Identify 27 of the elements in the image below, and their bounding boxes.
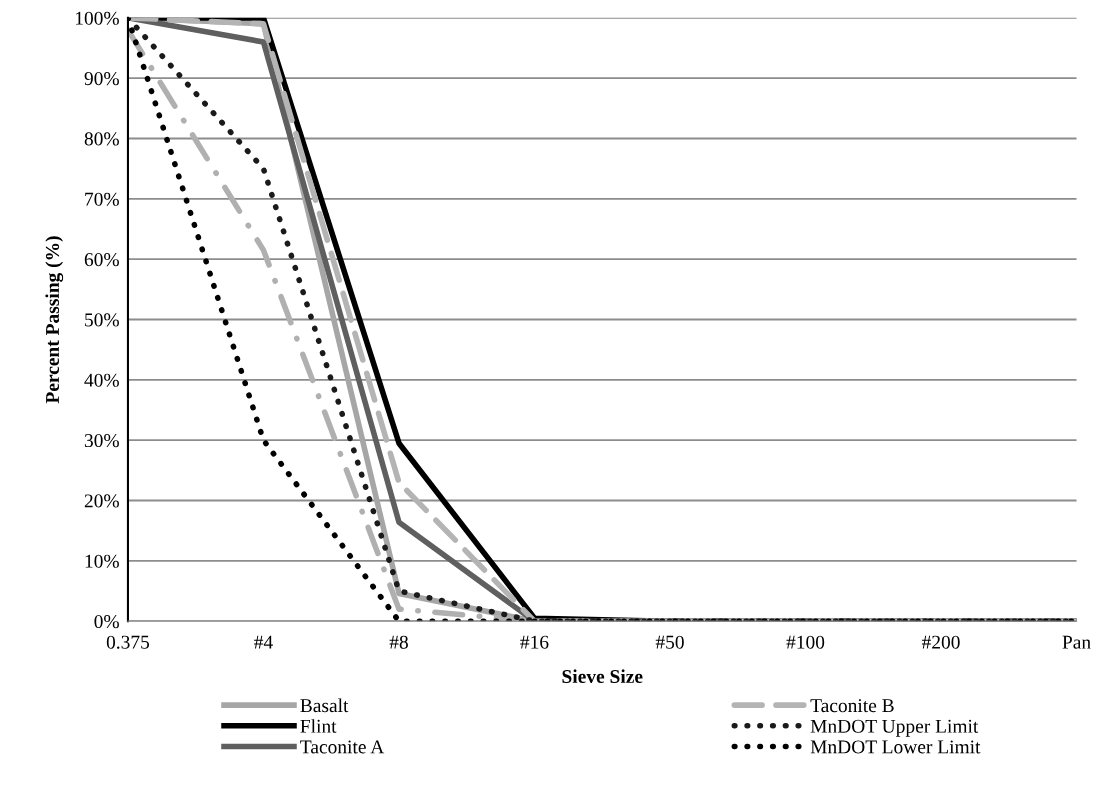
y-tick-label: 60% xyxy=(84,253,119,267)
legend-label: Taconite A xyxy=(300,740,385,754)
y-tick-label: 50% xyxy=(85,313,119,327)
y-tick-label: 20% xyxy=(84,494,119,508)
legend-label: Basalt xyxy=(300,698,349,713)
y-tick-label: 0% xyxy=(94,615,119,629)
x-tick-label: #50 xyxy=(655,635,684,649)
legend-label: Taconite B xyxy=(810,699,894,713)
y-tick-label: 40% xyxy=(84,373,119,387)
x-axis-title: Sieve Size xyxy=(562,669,643,684)
x-tick-label: #100 xyxy=(786,635,825,649)
y-tick-label: 100% xyxy=(75,11,119,25)
y-tick-label: 80% xyxy=(84,132,119,146)
legend-label: MnDOT Upper Limit xyxy=(810,719,979,737)
x-tick-label: #200 xyxy=(921,635,960,649)
x-tick-label: #4 xyxy=(254,635,273,649)
x-tick-label: 0.375 xyxy=(106,635,150,649)
legend-label: MnDOT Lower Limit xyxy=(810,740,981,754)
y-tick-label: 90% xyxy=(84,72,119,86)
y-tick-label: 70% xyxy=(85,192,119,206)
x-tick-label: #8 xyxy=(389,635,408,649)
legend-label: Flint xyxy=(300,719,337,733)
y-tick-label: 30% xyxy=(84,434,119,448)
x-tick-label: #16 xyxy=(520,635,549,649)
y-tick-label: 10% xyxy=(85,554,119,568)
y-axis-title: Percent Passing (%) xyxy=(45,236,64,404)
x-tick-label: Pan xyxy=(1062,635,1091,649)
